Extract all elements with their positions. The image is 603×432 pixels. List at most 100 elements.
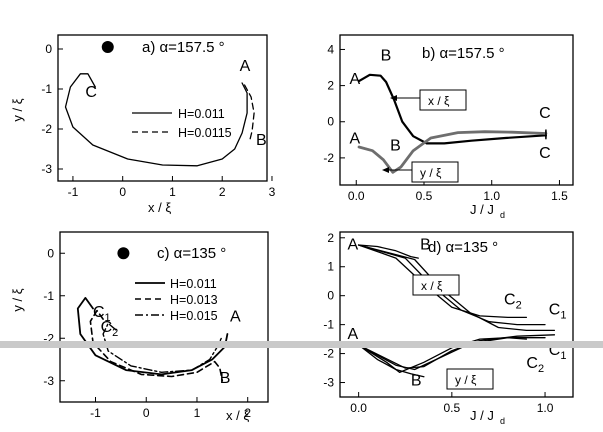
panel-b-y-box bbox=[411, 161, 459, 183]
panel-b-point-label: B bbox=[390, 138, 401, 155]
panel-b-series-line bbox=[357, 130, 548, 174]
panel-c-point-label: A bbox=[230, 308, 241, 325]
panel-a-y-tick-label: -3 bbox=[41, 162, 52, 176]
panel-a-series-line bbox=[243, 84, 255, 142]
panel-b: 0.0 0.5 1.0 1.5 4 2 0 -2 A B A B C C b) α=157.5 ° J … bbox=[323, 34, 574, 220]
panel-a-x-tick-label: 1 bbox=[169, 185, 176, 199]
panel-b-point-labels: A B A B C C bbox=[349, 47, 550, 162]
panel-d-x-axis-title: J / J bbox=[470, 408, 494, 423]
panel-d-point-label: C2 bbox=[526, 355, 544, 375]
panel-d-y-tick-label: 1 bbox=[327, 260, 334, 274]
panel-d-series-line bbox=[357, 244, 546, 326]
panel-b-frame bbox=[339, 34, 574, 186]
panel-a-x-tick-label: 3 bbox=[269, 185, 276, 199]
panel-c-frame bbox=[59, 231, 269, 403]
scan-artifact-band bbox=[0, 341, 603, 348]
panel-c-y-tick-label: -1 bbox=[43, 289, 54, 303]
panel-a-title: a) α=157.5 ° bbox=[142, 39, 225, 56]
panel-d-point-label: A bbox=[347, 236, 358, 253]
panel-a-point-labels: C A B bbox=[85, 58, 266, 149]
panel-d-x-tick-label: 0.0 bbox=[350, 401, 367, 415]
panel-d-frame bbox=[339, 231, 574, 398]
panel-b-x-box-arrowhead bbox=[390, 95, 397, 101]
panel-b-x-axis-title: J / J bbox=[470, 202, 494, 217]
panel-a-series bbox=[64, 41, 255, 167]
panel-b-point-label: A bbox=[349, 130, 360, 147]
panel-b-y-tick-label: 2 bbox=[327, 79, 334, 93]
panel-a-x-tick-label: 2 bbox=[219, 185, 226, 199]
panel-d-series-line bbox=[357, 244, 528, 319]
panel-d-series bbox=[357, 244, 556, 378]
panel-b-y-tick-label: 0 bbox=[327, 115, 334, 129]
panel-d-point-label: A bbox=[347, 326, 358, 343]
panel-a-x-tick-label: 0 bbox=[119, 185, 126, 199]
panel-b-x-tick-label: 1.5 bbox=[551, 189, 568, 203]
panel-d-y-tick-label: -2 bbox=[323, 347, 334, 361]
panel-d-y-tick-label: -3 bbox=[323, 376, 334, 390]
panel-b-x-box bbox=[419, 89, 467, 111]
legend-a-solid-label: H=0.011 bbox=[178, 107, 225, 121]
panel-b-x-box-label: x / ξ bbox=[428, 94, 450, 108]
panel-b-series-line bbox=[357, 73, 547, 145]
panel-d-x-tick-label: 1.0 bbox=[537, 401, 554, 415]
panel-a-y-tick-label: 0 bbox=[45, 42, 52, 56]
legend-c-dashdot-label: H=0.015 bbox=[170, 309, 218, 323]
legend-c-solid-label: H=0.011 bbox=[170, 277, 217, 291]
panel-c-y-axis-title: y / ξ bbox=[10, 288, 25, 311]
panel-a-point-label: A bbox=[240, 58, 251, 75]
panel-c-dot-marker bbox=[117, 247, 130, 260]
panel-c-x-tick-label: 2 bbox=[244, 406, 251, 420]
panel-d-series-line bbox=[357, 244, 419, 259]
panel-c-title: c) α=135 ° bbox=[157, 245, 226, 262]
panel-a-y-axis-title: y / ξ bbox=[10, 98, 25, 121]
panel-d-point-label-sub: 1 bbox=[560, 310, 566, 322]
panel-d-series-line bbox=[357, 244, 556, 332]
panel-c-x-tick-label: 1 bbox=[194, 406, 201, 420]
panel-b-x-tick-label: 0.5 bbox=[416, 189, 433, 203]
panel-c-point-label-sub: 2 bbox=[112, 327, 118, 339]
panel-c-x-tick-label: 0 bbox=[143, 406, 150, 420]
panel-b-y-tick-label: 4 bbox=[327, 42, 334, 56]
panel-c-series-line bbox=[102, 322, 223, 373]
panel-a: -1 0 1 2 3 0 -1 -2 -3 C A B a) α=157.5 ° x / ξ y /… bbox=[10, 34, 276, 215]
panel-c-x-tick-label: -1 bbox=[90, 406, 101, 420]
panel-d-point-label-sub: 2 bbox=[538, 363, 544, 375]
panel-d-y-box bbox=[446, 368, 494, 390]
panel-a-point-label: C bbox=[85, 84, 97, 101]
panel-b-x-axis-title-sub: d bbox=[500, 210, 505, 220]
panel-c-ticks: -1 0 1 20-1-2-3 bbox=[43, 246, 251, 420]
panel-c-y-tick-label: 0 bbox=[47, 246, 54, 260]
panel-d-x-axis-title-sub: d bbox=[500, 416, 505, 426]
panel-a-ticks: -1 0 1 2 3 0 -1 -2 -3 bbox=[41, 42, 275, 199]
panel-c-y-tick-label: -3 bbox=[43, 374, 54, 388]
panel-d-ticks: 0.0 0.5 1.0 2 1 0 -1 -2 -3 bbox=[323, 231, 553, 415]
panel-d-point-label: B bbox=[411, 372, 422, 389]
panel-c-series-line bbox=[89, 309, 224, 382]
panel-b-point-label: A bbox=[349, 71, 360, 88]
legend-a-dashed-label: H=0.0115 bbox=[178, 126, 232, 140]
panel-d-y-box-label: y / ξ bbox=[455, 373, 477, 387]
panel-d-y-tick-label: 2 bbox=[327, 231, 334, 245]
panel-d-y-tick-label: -1 bbox=[323, 318, 334, 332]
panel-b-x-tick-label: 0.0 bbox=[348, 189, 365, 203]
panel-b-y-box-label: y / ξ bbox=[420, 166, 442, 180]
panel-c-y-tick-label: -2 bbox=[43, 331, 54, 345]
panel-d-y-tick-label: 0 bbox=[327, 289, 334, 303]
panel-b-series bbox=[357, 73, 548, 174]
panel-a-frame bbox=[57, 34, 268, 182]
panel-c-point-label: B bbox=[220, 370, 231, 387]
panel-c-point-label-sub: 1 bbox=[105, 312, 111, 324]
panel-b-title: b) α=157.5 ° bbox=[422, 45, 505, 62]
panel-d-point-label: B bbox=[420, 236, 431, 253]
panel-a-point-label: B bbox=[256, 132, 267, 149]
panel-a-x-axis-title: x / ξ bbox=[148, 200, 171, 215]
panel-a-series-line bbox=[64, 73, 248, 167]
panel-c-series bbox=[76, 247, 229, 382]
panel-a-y-tick-label: -2 bbox=[41, 122, 52, 136]
panel-a-dot-marker bbox=[101, 41, 114, 53]
panel-a-y-tick-label: -1 bbox=[41, 82, 52, 96]
panel-d-point-label: C1 bbox=[549, 302, 567, 322]
